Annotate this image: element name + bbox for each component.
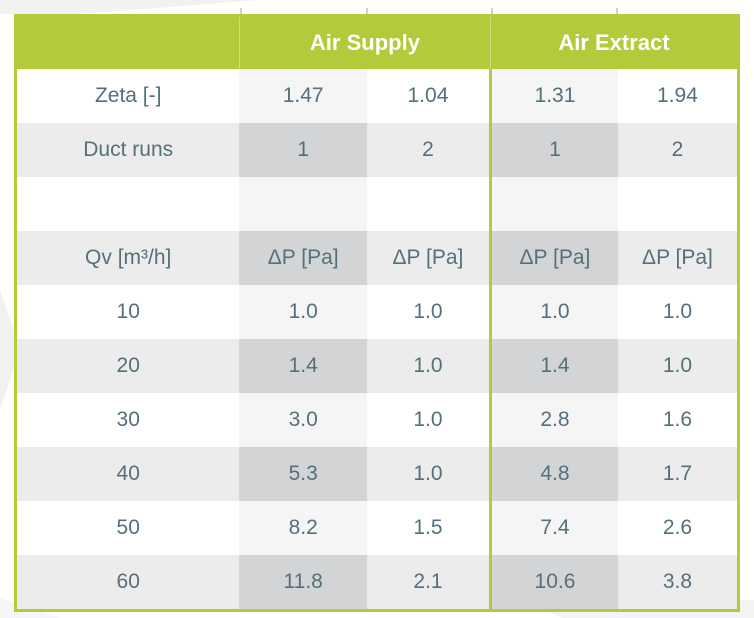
cell-supply-1: 3.0 <box>239 393 367 447</box>
pressure-drop-table: Air Supply Air Extract Zeta [-] 1.47 1.0… <box>14 14 740 612</box>
cell-extract-1: 2.8 <box>488 393 618 447</box>
table-row-qv-10: 10 1.0 1.0 1.0 1.0 <box>15 285 739 339</box>
table-row-qv-20: 20 1.4 1.0 1.4 1.0 <box>15 339 739 393</box>
cell-extract-2: 3.8 <box>617 555 739 611</box>
table-row-qv-60: 60 11.8 2.1 10.6 3.8 <box>15 555 739 611</box>
column-divider-tick <box>240 8 242 14</box>
cell-supply-2: 2.1 <box>366 555 491 611</box>
cell-supply-1: 1 <box>239 123 367 177</box>
background-watermark-top <box>0 0 260 14</box>
cell-extract-2: 1.0 <box>617 339 739 393</box>
cell-extract-1: 1 <box>488 123 618 177</box>
cell-extract-2: 2.6 <box>617 501 739 555</box>
cell-supply-1 <box>239 177 367 231</box>
column-divider-tick <box>366 8 368 14</box>
cell-extract-1: 1.0 <box>488 285 618 339</box>
table-row-qv-40: 40 5.3 1.0 4.8 1.7 <box>15 447 739 501</box>
cell-extract-2: 1.6 <box>617 393 739 447</box>
cell-extract-1 <box>488 177 618 231</box>
table-header-row: Air Supply Air Extract <box>15 15 739 69</box>
cell-extract-2: 1.94 <box>617 69 739 123</box>
row-label <box>15 177 240 231</box>
cell-extract-1: 1.4 <box>488 339 618 393</box>
table-row-zeta: Zeta [-] 1.47 1.04 1.31 1.94 <box>15 69 739 123</box>
cell-supply-2: 1.04 <box>366 69 491 123</box>
cell-extract-2: 2 <box>617 123 739 177</box>
table-row-qv-50: 50 8.2 1.5 7.4 2.6 <box>15 501 739 555</box>
cell-supply-2 <box>366 177 491 231</box>
cell-extract-1: 1.31 <box>488 69 618 123</box>
row-label: 40 <box>15 447 240 501</box>
row-label: 30 <box>15 393 240 447</box>
row-label: Duct runs <box>15 123 240 177</box>
cell-extract-1: 7.4 <box>488 501 618 555</box>
cell-extract-1: 10.6 <box>488 555 618 611</box>
cell-supply-2: ΔP [Pa] <box>366 231 491 285</box>
background-watermark-left <box>0 290 14 410</box>
table-row-duct-runs: Duct runs 1 2 1 2 <box>15 123 739 177</box>
column-divider-tick <box>616 8 618 14</box>
cell-extract-1: 4.8 <box>488 447 618 501</box>
table-row-spacer <box>15 177 739 231</box>
cell-supply-2: 1.0 <box>366 393 491 447</box>
cell-supply-2: 1.0 <box>366 285 491 339</box>
cell-supply-1: 1.47 <box>239 69 367 123</box>
cell-supply-1: ΔP [Pa] <box>239 231 367 285</box>
row-label: 50 <box>15 501 240 555</box>
cell-extract-2: ΔP [Pa] <box>617 231 739 285</box>
cell-supply-2: 2 <box>366 123 491 177</box>
row-label: Zeta [-] <box>15 69 240 123</box>
table-row-units: Qv [m³/h] ΔP [Pa] ΔP [Pa] ΔP [Pa] ΔP [Pa… <box>15 231 739 285</box>
row-label: 60 <box>15 555 240 611</box>
cell-supply-1: 5.3 <box>239 447 367 501</box>
row-label: 20 <box>15 339 240 393</box>
column-divider-tick <box>491 8 493 14</box>
row-label: 10 <box>15 285 240 339</box>
cell-supply-1: 8.2 <box>239 501 367 555</box>
cell-supply-2: 1.5 <box>366 501 491 555</box>
header-corner-cell <box>15 15 240 69</box>
row-label: Qv [m³/h] <box>15 231 240 285</box>
header-air-extract: Air Extract <box>489 15 739 69</box>
cell-supply-1: 1.4 <box>239 339 367 393</box>
table-row-qv-30: 30 3.0 1.0 2.8 1.6 <box>15 393 739 447</box>
cell-extract-2: 1.0 <box>617 285 739 339</box>
cell-extract-2: 1.7 <box>617 447 739 501</box>
cell-supply-1: 1.0 <box>239 285 367 339</box>
header-air-supply: Air Supply <box>238 15 491 69</box>
cell-extract-2 <box>617 177 739 231</box>
cell-supply-1: 11.8 <box>239 555 367 611</box>
cell-supply-2: 1.0 <box>366 339 491 393</box>
cell-supply-2: 1.0 <box>366 447 491 501</box>
cell-extract-1: ΔP [Pa] <box>488 231 618 285</box>
